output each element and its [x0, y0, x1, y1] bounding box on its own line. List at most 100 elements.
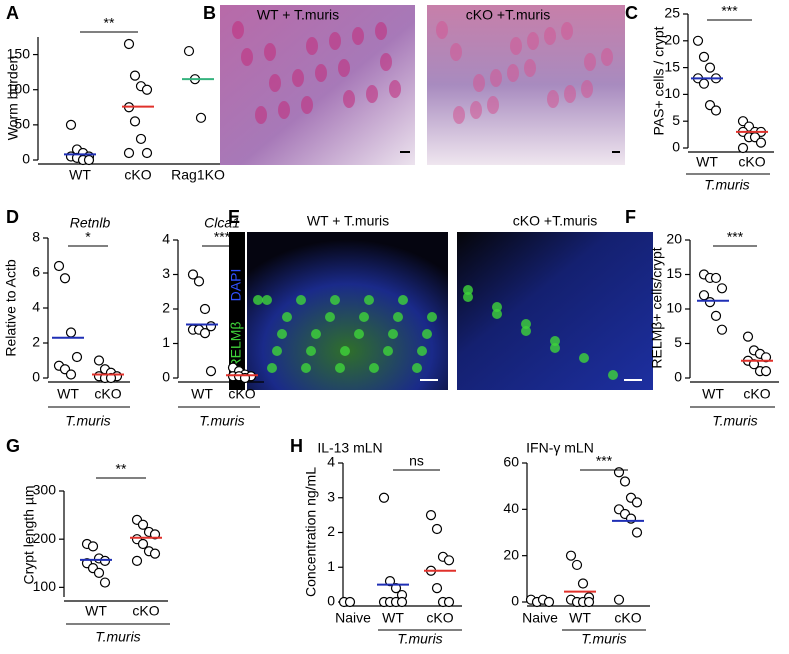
data-point: [71, 351, 83, 363]
data-point: [716, 283, 728, 294]
y-tick-label: 300: [33, 482, 57, 498]
y-tick-label: 8: [32, 229, 40, 245]
data-point: [65, 119, 77, 130]
fluorescent-cell: [272, 346, 282, 356]
data-point: [205, 366, 217, 377]
panel-letter: E: [228, 207, 240, 227]
data-point: [613, 594, 625, 605]
y-tick-label: 0: [162, 369, 170, 385]
y-tick-label: 200: [33, 530, 57, 546]
data-point: [443, 596, 455, 608]
data-point: [613, 467, 625, 478]
data-point: [710, 310, 722, 321]
y-tick-label: 4: [162, 231, 170, 247]
y-tick-label: 1: [162, 334, 170, 350]
chart-title: Clca1: [204, 215, 240, 231]
y-tick-label: 2: [162, 300, 170, 316]
data-point: [123, 38, 135, 50]
x-tick-label: cKO: [132, 603, 159, 619]
data-point: [698, 290, 710, 301]
tissue-texture: [581, 80, 593, 98]
data-point: [129, 70, 141, 81]
y-tick-label: 5: [672, 112, 680, 128]
panel-letter: D: [6, 207, 19, 227]
fluorescent-cell: [330, 295, 340, 305]
x-tick-label: cKO: [228, 386, 255, 402]
y-tick-label: 40: [503, 500, 519, 516]
tissue-texture: [389, 80, 401, 98]
channel-strip: [229, 232, 245, 390]
y-tick-label: 0: [327, 593, 335, 609]
fluorescent-cell: [262, 295, 272, 305]
y-tick-label: 15: [664, 58, 680, 74]
tissue-texture: [547, 90, 559, 108]
tissue-texture: [352, 27, 364, 45]
data-point: [704, 297, 716, 308]
fluorescent-cell: [311, 329, 321, 339]
data-point: [760, 352, 772, 363]
panel-letter: B: [203, 3, 216, 23]
data-point: [631, 497, 643, 508]
y-tick-label: 2: [32, 334, 40, 350]
x-tick-label: Naive: [335, 610, 371, 626]
data-point: [698, 51, 710, 62]
data-point: [83, 154, 95, 166]
fluorescent-cell: [521, 319, 531, 329]
data-point: [748, 359, 760, 370]
significance-label: ***: [596, 453, 613, 469]
tissue-texture: [527, 32, 539, 50]
fluorescent-cell: [325, 312, 335, 322]
tissue-texture: [544, 27, 556, 45]
fluorescent-cell: [550, 336, 560, 346]
tissue-texture: [366, 85, 378, 103]
tissue-texture: [315, 64, 327, 82]
chart-title: IL-13 mLN: [317, 440, 382, 456]
x-tick-label: cKO: [94, 386, 121, 402]
fluorescent-cell: [492, 302, 502, 312]
group-label: T.muris: [581, 631, 626, 647]
fluorescent-cell: [427, 312, 437, 322]
chart-title: Retnlb: [70, 215, 111, 231]
y-tick-label: 3: [162, 265, 170, 281]
data-point: [137, 519, 149, 530]
data-point: [87, 541, 99, 552]
group-label: T.muris: [199, 413, 244, 429]
tissue-texture: [301, 96, 313, 114]
fluorescent-cell: [579, 353, 589, 363]
tissue-texture: [487, 96, 499, 114]
fluorescent-cell: [301, 363, 311, 373]
panel-letter: F: [625, 207, 636, 227]
image-label: WT + T.muris: [257, 7, 339, 23]
chart-panel: Clca1 0 1 2 3 4 WT cKO *** T.muris: [162, 215, 264, 429]
significance-label: **: [104, 15, 115, 31]
group-label: T.muris: [712, 413, 757, 429]
data-point: [742, 331, 754, 342]
data-point: [396, 596, 408, 608]
y-tick-label: 0: [511, 593, 519, 609]
panel-letter: H: [290, 436, 303, 456]
tissue-texture: [375, 22, 387, 40]
image-label: cKO +T.muris: [466, 7, 550, 23]
y-tick-label: 20: [503, 546, 519, 562]
data-point: [631, 527, 643, 538]
data-point: [135, 133, 147, 145]
fluorescent-cell: [521, 326, 531, 336]
data-point: [619, 476, 631, 487]
fluorescent-cell: [412, 363, 422, 373]
fluorescent-cell: [296, 295, 306, 305]
y-tick-label: 4: [327, 454, 335, 470]
tissue-texture: [453, 106, 465, 124]
data-point: [698, 78, 710, 89]
y-axis-label: Relative to Actb: [3, 259, 19, 356]
x-tick-label: cKO: [614, 610, 641, 626]
fluorescent-cell: [492, 309, 502, 319]
data-point: [193, 276, 205, 287]
tissue-texture: [601, 48, 613, 66]
fluorescent-cell: [383, 346, 393, 356]
data-point: [195, 112, 207, 123]
data-point: [755, 137, 767, 148]
data-point: [431, 523, 443, 535]
y-tick-label: 10: [664, 85, 680, 101]
y-tick-label: 3: [327, 488, 335, 504]
